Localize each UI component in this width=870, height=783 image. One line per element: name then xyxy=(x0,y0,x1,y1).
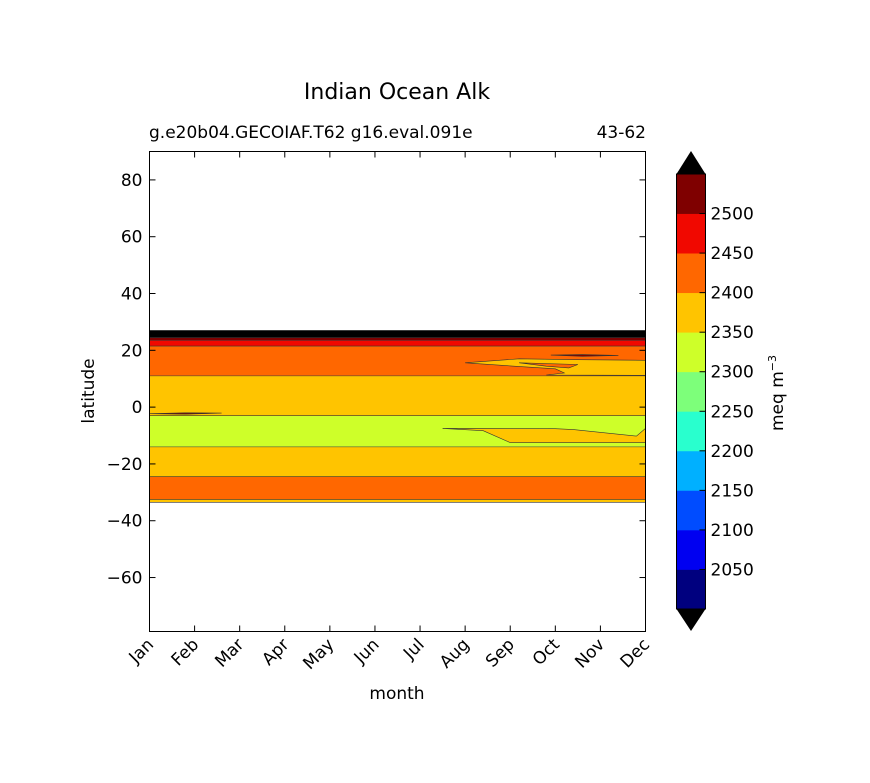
colorbar-segment xyxy=(676,253,706,294)
x-tick-label: Nov xyxy=(571,635,609,673)
colorbar-tick-label: 2400 xyxy=(711,284,754,304)
x-tick-label: Dec xyxy=(617,635,654,672)
x-tick-label: Jul xyxy=(399,635,428,664)
colorbar-segment xyxy=(676,213,706,254)
colorbar-tick-label: 2050 xyxy=(711,560,754,580)
plot-frame xyxy=(149,151,646,632)
colorbar-segment xyxy=(676,292,706,333)
y-tick-label: 0 xyxy=(132,398,143,418)
chart-subtitle-right: 43-62 xyxy=(597,123,646,143)
contour-band xyxy=(149,330,646,338)
colorbar-segment xyxy=(676,569,706,610)
y-axis: 80 60 40 20 0 −20 −40 −60 xyxy=(107,171,646,589)
colorbar-label: meq m−3 xyxy=(766,355,788,431)
contour-patch xyxy=(519,362,579,369)
colorbar-tick-label: 2100 xyxy=(711,521,754,541)
chart-subtitle-left: g.e20b04.GECOIAF.T62 g16.eval.091e xyxy=(149,123,473,143)
x-tick-label: Aug xyxy=(436,635,474,673)
colorbar: 2050 2100 2150 2200 2250 2300 2350 2400 2450 2500 xyxy=(676,151,754,631)
contour-patch xyxy=(442,428,646,443)
colorbar-tick-label: 2150 xyxy=(711,481,754,501)
x-tick-label: Jun xyxy=(350,635,384,669)
contour-band xyxy=(149,476,646,500)
colorbar-tick-label: 2500 xyxy=(711,205,754,225)
x-tick-label: Jan xyxy=(125,635,158,668)
x-tick-label: Apr xyxy=(258,635,293,670)
colorbar-extend-over xyxy=(676,151,706,174)
contour-band xyxy=(149,337,646,341)
colorbar-tick-label: 2350 xyxy=(711,323,754,343)
colorbar-segment xyxy=(676,371,706,412)
y-tick-label: 20 xyxy=(121,341,143,361)
colorbar-segment xyxy=(676,490,706,531)
contour-plot-area xyxy=(149,330,646,503)
colorbar-segment xyxy=(676,450,706,491)
x-tick-label: Oct xyxy=(529,635,564,670)
y-tick-label: −20 xyxy=(107,455,143,475)
x-tick-label: Mar xyxy=(211,635,248,672)
contour-patch xyxy=(149,412,222,415)
y-tick-label: −60 xyxy=(107,569,143,589)
y-tick-label: 40 xyxy=(121,285,143,305)
colorbar-segment xyxy=(676,529,706,570)
contour-band xyxy=(149,499,646,503)
x-tick-label: Feb xyxy=(168,635,203,670)
y-tick-label: −40 xyxy=(107,512,143,532)
y-tick-label: 60 xyxy=(121,228,143,248)
colorbar-frame xyxy=(676,173,706,610)
colorbar-tick-label: 2200 xyxy=(711,442,754,462)
contour-patch xyxy=(550,354,619,357)
x-tick-label: Sep xyxy=(482,635,519,672)
x-tick-label: May xyxy=(299,635,338,674)
colorbar-tick-label: 2300 xyxy=(711,363,754,383)
colorbar-tick-label: 2450 xyxy=(711,244,754,264)
y-axis-label: latitude xyxy=(79,358,99,423)
colorbar-segment xyxy=(676,411,706,452)
x-axis-label: month xyxy=(369,684,424,704)
contour-band xyxy=(149,340,646,347)
colorbar-extend-under xyxy=(676,609,706,631)
contour-band xyxy=(149,375,646,416)
colorbar-segment xyxy=(676,332,706,373)
chart-title: Indian Ocean Alk xyxy=(304,80,490,105)
contour-band xyxy=(149,446,646,477)
colorbar-tick-label: 2250 xyxy=(711,402,754,422)
colorbar-segment xyxy=(676,174,706,214)
y-tick-label: 80 xyxy=(121,171,143,191)
colorbar-label-exponent: −3 xyxy=(766,355,779,371)
